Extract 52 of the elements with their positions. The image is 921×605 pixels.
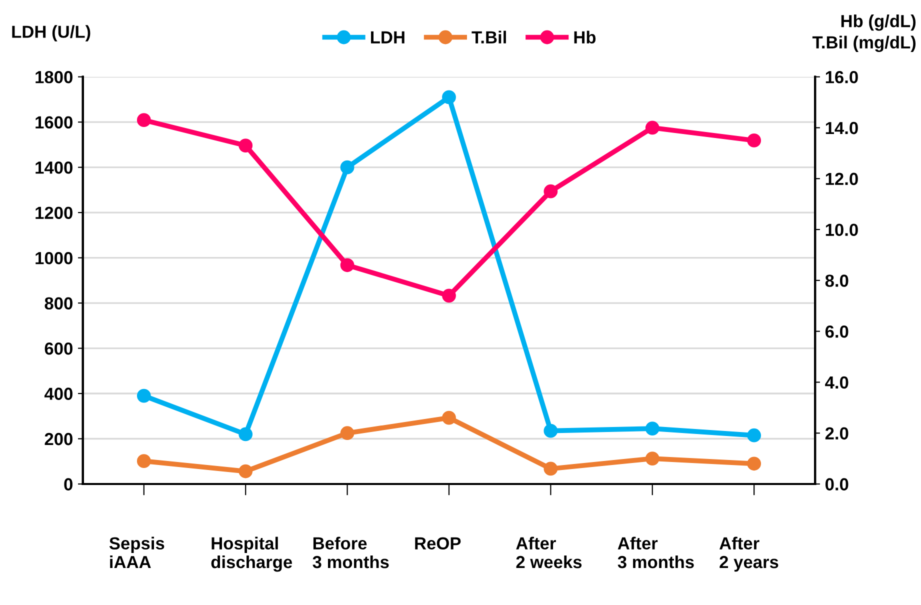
y-tick-label: 1800	[36, 71, 72, 84]
point	[340, 160, 354, 174]
y2-tick-label: 14.0	[826, 122, 858, 134]
y-axis-title: LDH (U/L)	[12, 25, 90, 42]
point	[747, 456, 762, 471]
y-tick-label: 400	[44, 388, 72, 400]
x-tick-label: Sepsis iAAA	[109, 536, 164, 568]
y2-tick-label: 16.0	[826, 71, 858, 84]
y2-tick-label: 12.0	[826, 172, 858, 186]
point	[544, 424, 558, 438]
point	[238, 464, 253, 478]
y-tick-label: 600	[44, 342, 72, 355]
y2-tick-label: 6.0	[825, 325, 848, 338]
point	[442, 90, 456, 104]
point	[238, 138, 253, 152]
legend-label: Hb	[574, 30, 596, 44]
point	[136, 113, 151, 128]
y2-tick-label: 10.0	[826, 224, 858, 236]
point	[340, 258, 354, 272]
legend-label: T.Bil	[472, 30, 506, 44]
y-tick-label: 800	[44, 297, 72, 310]
x-tick-label: After 2 years	[720, 536, 778, 572]
x-tick-label: Hospital discharge	[211, 536, 292, 572]
legend-label: LDH	[371, 31, 404, 44]
point	[544, 462, 558, 476]
y2-tick-label: 0.0	[825, 478, 848, 490]
y-tick-label: 1600	[36, 116, 72, 129]
y-tick-label: 1400	[36, 161, 72, 174]
point	[136, 454, 151, 468]
y-tick-label: 200	[44, 432, 72, 446]
x-tick-label: After 3 months	[618, 536, 694, 568]
y-tick-label: 1200	[36, 206, 72, 220]
y-tick-label: 0	[64, 478, 72, 490]
point	[442, 288, 456, 303]
x-tick-label: ReOP	[415, 537, 461, 550]
point	[747, 428, 762, 442]
y2-axis-title: Hb (g/dL) T.Bil (mg/dL)	[812, 14, 916, 52]
y2-tick-label: 4.0	[825, 376, 848, 389]
point	[645, 452, 660, 466]
y2-tick-label: 8.0	[825, 274, 848, 287]
y-tick-label: 1000	[36, 252, 72, 264]
point	[136, 388, 151, 403]
point	[747, 134, 762, 148]
point	[442, 410, 456, 425]
x-tick-label: Before 3 months	[312, 536, 389, 568]
x-tick-label: After 2 weeks	[516, 536, 582, 568]
point	[238, 427, 253, 442]
point	[645, 422, 660, 436]
point	[340, 426, 354, 440]
y2-tick-label: 2.0	[825, 427, 848, 440]
point	[544, 184, 558, 198]
point	[645, 120, 660, 135]
